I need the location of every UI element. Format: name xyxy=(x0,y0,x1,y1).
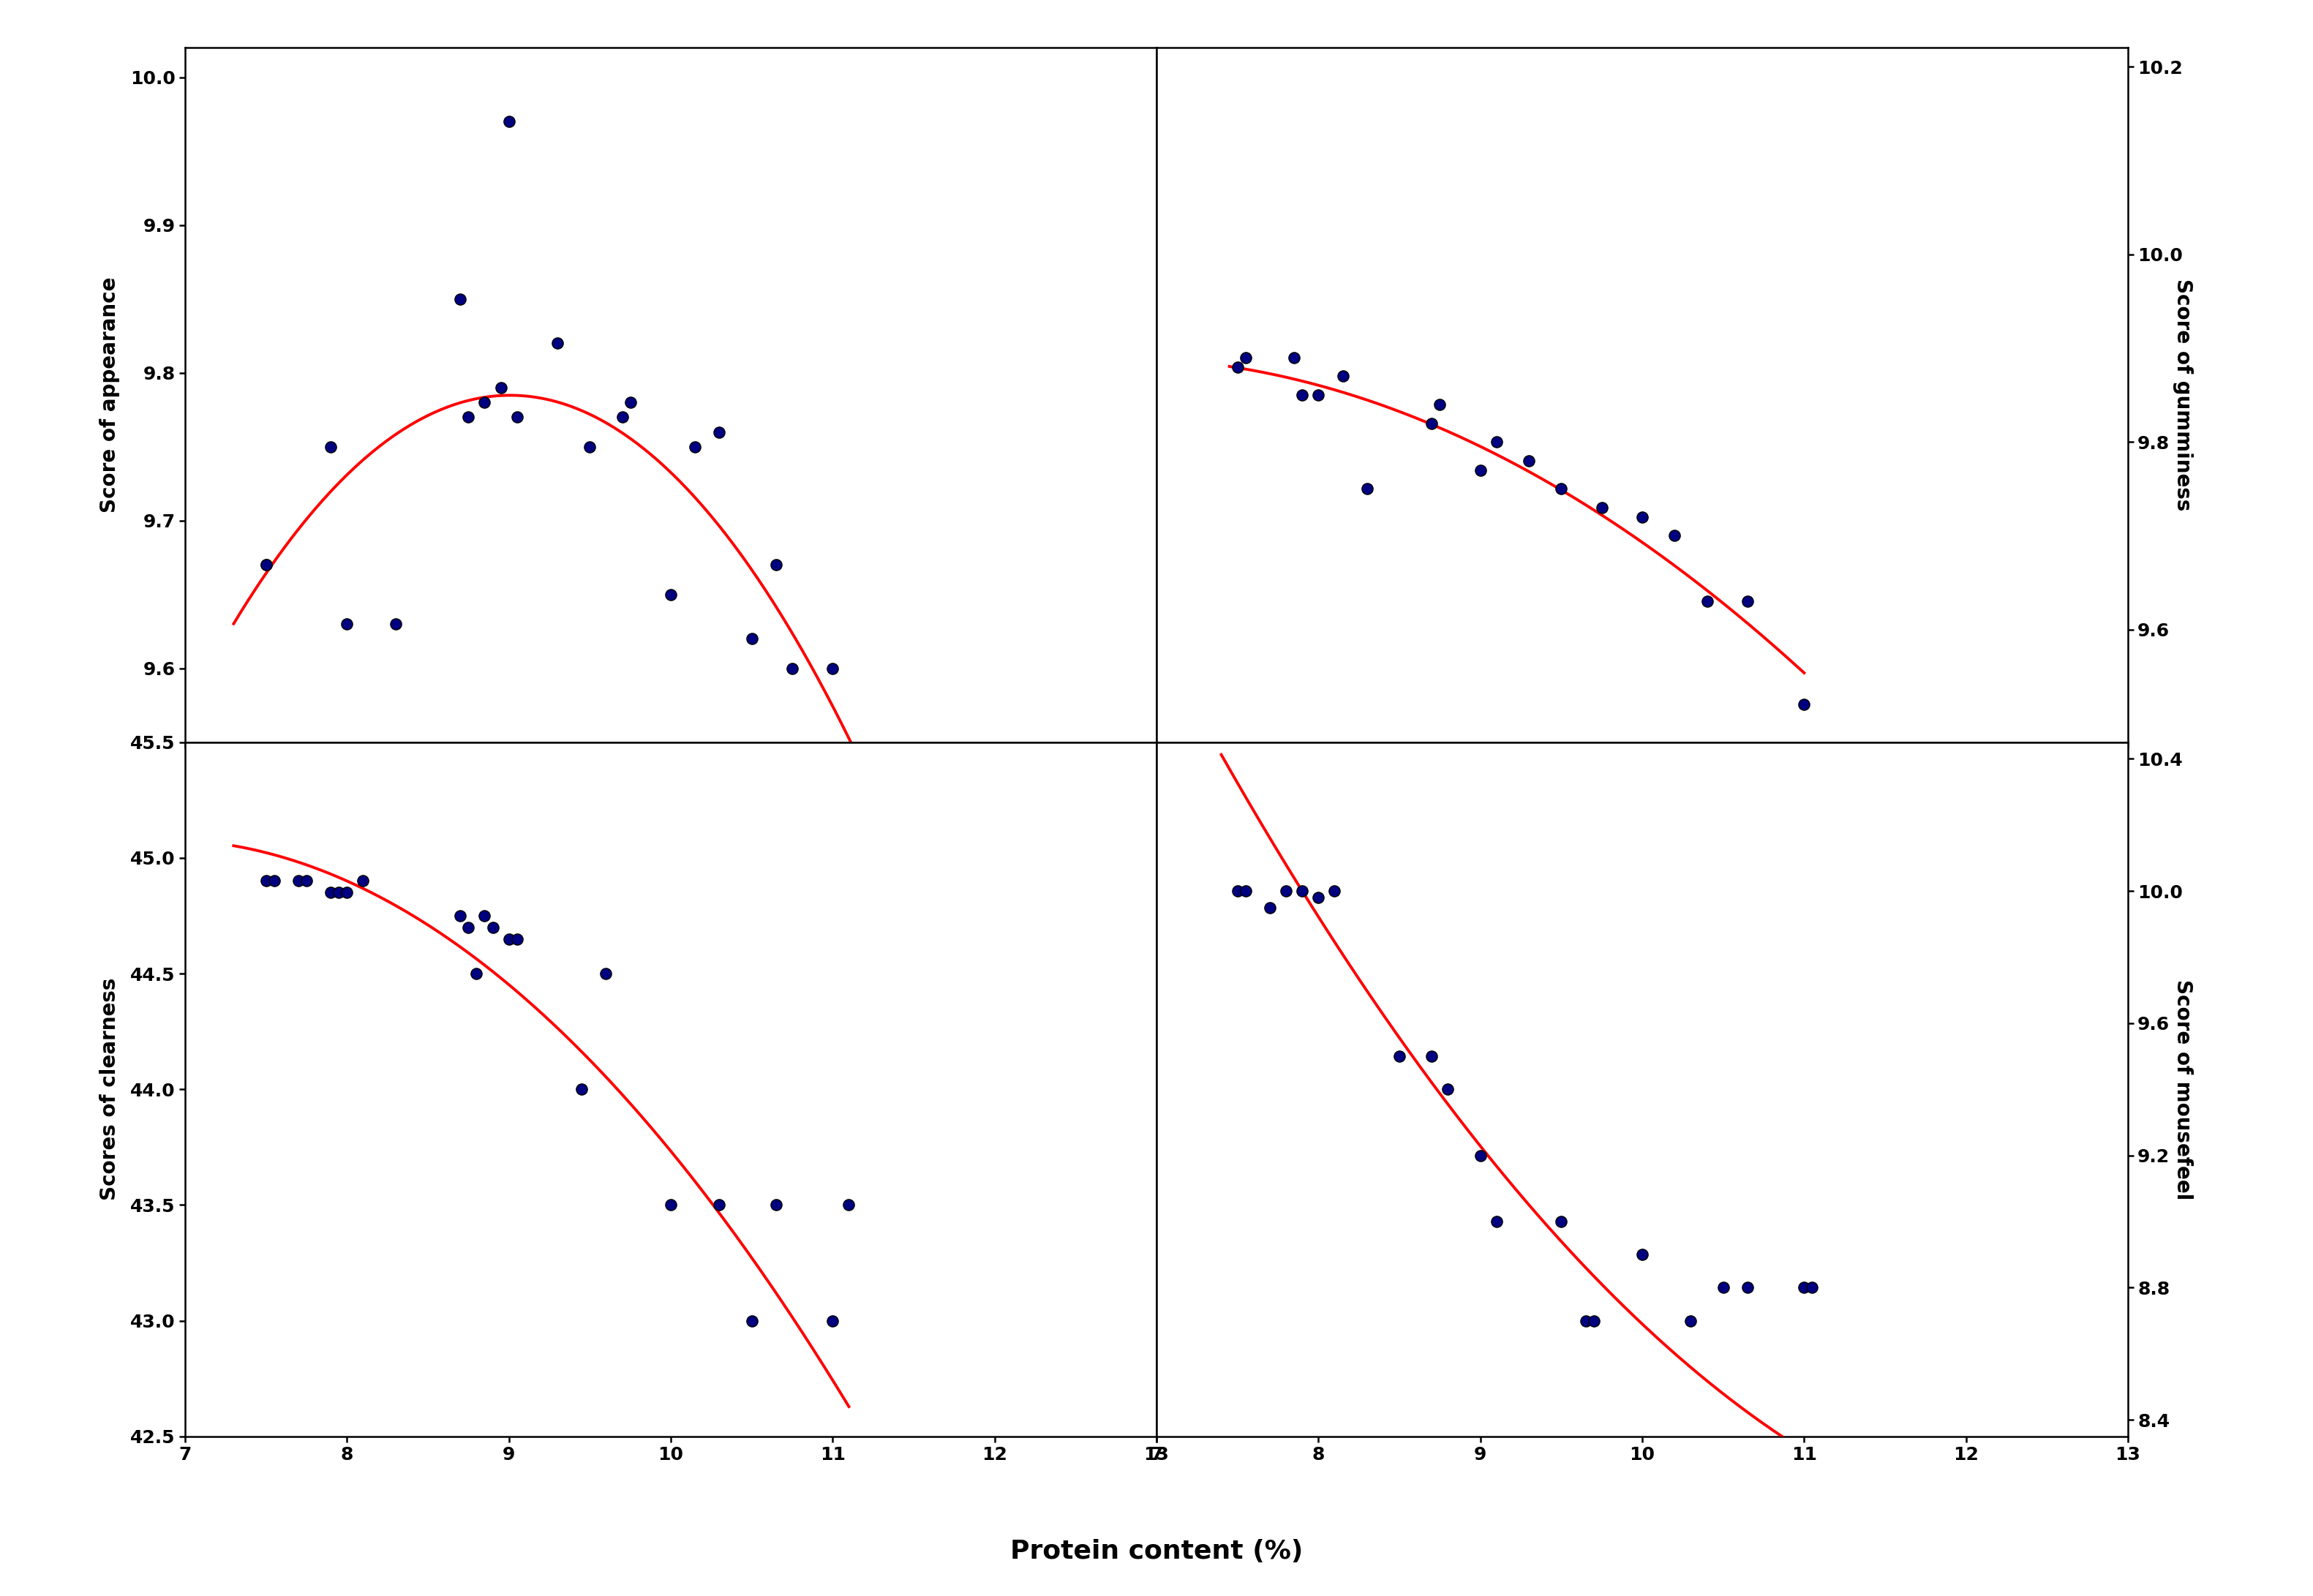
Point xyxy=(564,1076,601,1101)
Point xyxy=(449,404,488,429)
Point xyxy=(1228,345,1265,370)
Point xyxy=(467,903,504,929)
Point xyxy=(458,961,495,986)
Point xyxy=(1575,1309,1612,1334)
Point xyxy=(1316,878,1353,903)
Point xyxy=(588,961,625,986)
Point xyxy=(571,434,608,460)
Point xyxy=(1478,429,1515,455)
Point xyxy=(652,581,689,606)
Point xyxy=(1510,448,1547,474)
Point xyxy=(1624,504,1661,530)
Point xyxy=(1251,895,1288,921)
Point xyxy=(1219,878,1256,903)
Point xyxy=(814,1307,851,1333)
Point xyxy=(1420,391,1460,417)
Point xyxy=(1219,354,1256,380)
Point xyxy=(1543,476,1580,501)
Point xyxy=(1381,1044,1418,1069)
Point xyxy=(449,915,488,940)
Point xyxy=(678,434,715,460)
Point xyxy=(1624,1242,1661,1267)
Point xyxy=(1228,878,1265,903)
Point xyxy=(773,656,812,681)
Point xyxy=(490,109,527,134)
Point xyxy=(1672,1309,1709,1334)
Point xyxy=(345,868,382,894)
Point xyxy=(1705,1275,1742,1301)
Point xyxy=(701,1192,738,1218)
Point xyxy=(377,611,414,637)
Point xyxy=(1462,1143,1499,1168)
Point xyxy=(1688,589,1725,614)
Point xyxy=(1656,523,1693,549)
Point xyxy=(733,626,770,651)
Point xyxy=(247,552,284,578)
Point xyxy=(500,926,537,951)
Point xyxy=(611,389,648,415)
Point xyxy=(1786,691,1823,717)
Point xyxy=(1543,1208,1580,1234)
Point xyxy=(1323,364,1360,389)
Point xyxy=(442,903,479,929)
Point xyxy=(289,868,326,894)
Point xyxy=(280,868,317,894)
Point xyxy=(1348,476,1385,501)
Point xyxy=(1582,495,1619,520)
Y-axis label: Score of appearance: Score of appearance xyxy=(99,278,120,512)
Point xyxy=(814,656,851,681)
Point xyxy=(604,404,641,429)
Point xyxy=(1478,1208,1515,1234)
Point xyxy=(442,286,479,311)
Point xyxy=(1284,878,1321,903)
Point xyxy=(539,330,576,356)
Point xyxy=(328,611,365,637)
Point xyxy=(322,879,359,905)
Point xyxy=(1568,1309,1605,1334)
Point xyxy=(1730,589,1767,614)
Point xyxy=(312,434,349,460)
Point xyxy=(1413,1044,1450,1069)
Point xyxy=(474,915,511,940)
Point xyxy=(490,926,527,951)
Point xyxy=(467,389,504,415)
Point xyxy=(312,879,349,905)
Point xyxy=(701,420,738,445)
Point xyxy=(1795,1275,1832,1301)
Y-axis label: Scores of clearness: Scores of clearness xyxy=(99,978,120,1200)
Point xyxy=(1730,1275,1767,1301)
Point xyxy=(483,375,520,401)
Point xyxy=(1413,410,1450,436)
Point xyxy=(733,1307,770,1333)
Point xyxy=(1300,383,1337,409)
Point xyxy=(500,404,537,429)
Point xyxy=(1284,383,1321,409)
Y-axis label: Score of gumminess: Score of gumminess xyxy=(2172,279,2193,511)
Point xyxy=(328,879,365,905)
Point xyxy=(759,1192,796,1218)
Point xyxy=(1268,878,1305,903)
Y-axis label: Score of mousefeel: Score of mousefeel xyxy=(2172,978,2193,1200)
Point xyxy=(830,1192,867,1218)
Point xyxy=(247,552,284,578)
Point xyxy=(1462,458,1499,484)
Point xyxy=(1429,1077,1466,1103)
Point xyxy=(1300,884,1337,910)
Point xyxy=(1277,345,1314,370)
Point xyxy=(1786,1275,1823,1301)
Point xyxy=(759,552,796,578)
Text: Protein content (%): Protein content (%) xyxy=(1011,1539,1302,1564)
Point xyxy=(257,868,294,894)
Point xyxy=(247,868,284,894)
Point xyxy=(652,1192,689,1218)
